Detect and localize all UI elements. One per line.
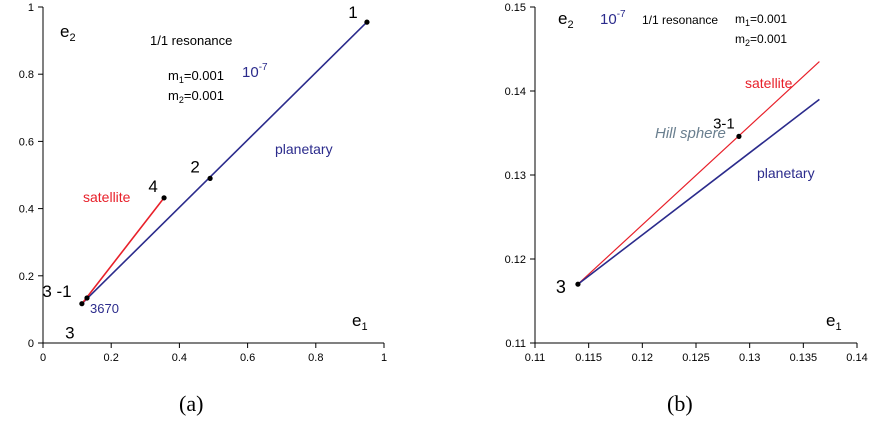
panel-a-x-tick-label: 0.6 <box>240 352 255 364</box>
panel-a-x-tick-label: 0.8 <box>308 352 323 364</box>
panel-b-satellite-label: satellite <box>745 75 793 91</box>
panel-b-ylabel-sub: 2 <box>567 19 573 31</box>
panel-a-xlabel: e1 <box>352 311 368 333</box>
panel-a-x-tick-label: 0.4 <box>172 352 187 364</box>
panel-a-m1: m1=0.001 <box>168 68 224 85</box>
panel-a-caption: (a) <box>179 391 203 416</box>
panel-a-m2: m2=0.001 <box>168 88 224 105</box>
panel-b-resonance: 1/1 resonance <box>642 13 718 27</box>
panel-a-point <box>207 175 213 181</box>
panel-b-points: 3-1 3 <box>556 115 742 297</box>
panel-b-tolerance-exp: -7 <box>617 9 626 20</box>
panel-b-x-tick-label: 0.135 <box>790 352 818 364</box>
panel-a-y-tick-label: 0.8 <box>19 69 34 81</box>
panel-b-y-tick-label: 0.13 <box>505 170 526 182</box>
panel-b-point <box>736 133 742 139</box>
panel-a-axes: 0 0.2 0.4 0.6 0.8 1 0 0.2 0.4 0.6 0.8 1 <box>19 2 387 364</box>
panel-a-point-label: 3 -1 <box>42 282 71 301</box>
panel-a-y-tick-label: 0.4 <box>19 204 34 216</box>
panel-a-point-label: 3 <box>65 324 74 343</box>
panel-b-xlabel: e1 <box>826 311 842 333</box>
panel-a-point-label: 1 <box>348 3 357 22</box>
panel-b-planetary-label: planetary <box>757 165 815 181</box>
panel-b-series <box>577 61 820 285</box>
panel-a-x-tick-label: 0.2 <box>104 352 119 364</box>
panel-b-m1-sub: 1 <box>745 18 750 28</box>
panel-a-point-label: 2 <box>190 157 199 176</box>
panel-b-caption: (b) <box>667 391 693 416</box>
panel-b-y-tick-label: 0.15 <box>505 2 526 14</box>
panel-a-xlabel-sub: 1 <box>361 321 367 333</box>
panel-a-point <box>161 195 167 201</box>
panel-b-y-tick-label: 0.14 <box>505 86 526 98</box>
panel-b-x-tick-label: 0.11 <box>525 352 546 364</box>
panel-a-ylabel-sub: 2 <box>69 32 75 44</box>
panel-b-m2-value: =0.001 <box>750 32 787 46</box>
panel-b-x-tick-label: 0.13 <box>739 352 760 364</box>
panel-a-y-tick-label: 1 <box>28 2 34 14</box>
panel-b: 0.11 0.115 0.12 0.125 0.13 0.135 0.14 0.11 0.12 0… <box>505 2 868 416</box>
panel-b-point-label: 3-1 <box>713 115 735 132</box>
panel-a-point-label: 4 <box>148 177 157 196</box>
panel-a-m1-value: =0.001 <box>184 68 224 83</box>
panel-a-x-tick-label: 0 <box>40 352 46 364</box>
panel-a-y-tick-label: 0.2 <box>19 271 34 283</box>
panel-b-m1: m1=0.001 <box>735 12 787 28</box>
panel-a-satellite-label: satellite <box>83 189 131 205</box>
panel-a-point <box>364 19 370 25</box>
panel-b-point <box>575 281 581 287</box>
panel-b-x-tick-label: 0.14 <box>846 352 867 364</box>
panel-a-tolerance: 10-7 <box>242 62 268 81</box>
panel-b-tolerance: 10-7 <box>600 9 626 28</box>
panel-b-axes: 0.11 0.115 0.12 0.125 0.13 0.135 0.14 0.11 0.12 0… <box>505 2 868 364</box>
panel-b-x-tick-label: 0.12 <box>632 352 653 364</box>
panel-b-planetary-line <box>577 98 820 285</box>
panel-b-point-label: 3 <box>556 277 566 297</box>
panel-a-m1-sub: 1 <box>179 75 184 85</box>
panel-b-xlabel-sub: 1 <box>835 321 841 333</box>
panel-a-planetary-line <box>81 21 368 305</box>
panel-a-y-tick-label: 0 <box>28 338 34 350</box>
panel-a-satellite-line <box>81 197 165 305</box>
panel-a-series <box>81 21 368 305</box>
panel-a: 0 0.2 0.4 0.6 0.8 1 0 0.2 0.4 0.6 0.8 1 1 2 4 3 -1 3 e2… <box>19 2 387 416</box>
panel-b-x-tick-label: 0.125 <box>682 352 710 364</box>
panel-a-point <box>84 295 90 301</box>
panel-a-count-label: 3670 <box>90 301 119 316</box>
panel-b-hill-label: Hill sphere <box>655 125 726 142</box>
panel-b-satellite-line <box>577 61 820 285</box>
panel-b-m2-sub: 2 <box>745 38 750 48</box>
panel-a-points: 1 2 4 3 -1 3 <box>42 3 370 343</box>
panel-b-y-tick-label: 0.12 <box>505 254 526 266</box>
panel-a-planetary-label: planetary <box>275 141 333 157</box>
panel-b-x-tick-label: 0.115 <box>575 352 602 364</box>
panel-b-ylabel: e2 <box>558 9 574 31</box>
panel-a-y-tick-label: 0.6 <box>19 136 34 148</box>
panel-b-y-tick-label: 0.11 <box>505 338 526 350</box>
panel-a-resonance: 1/1 resonance <box>150 33 232 48</box>
panel-a-ylabel: e2 <box>60 22 76 44</box>
panel-b-m1-value: =0.001 <box>750 12 787 26</box>
panel-a-x-tick-label: 1 <box>381 352 387 364</box>
panel-a-tolerance-exp: -7 <box>259 62 268 73</box>
panel-b-m2: m2=0.001 <box>735 32 787 48</box>
panel-a-point <box>79 301 85 307</box>
panel-a-m2-value: =0.001 <box>184 88 224 103</box>
panel-a-m2-sub: 2 <box>179 95 184 105</box>
